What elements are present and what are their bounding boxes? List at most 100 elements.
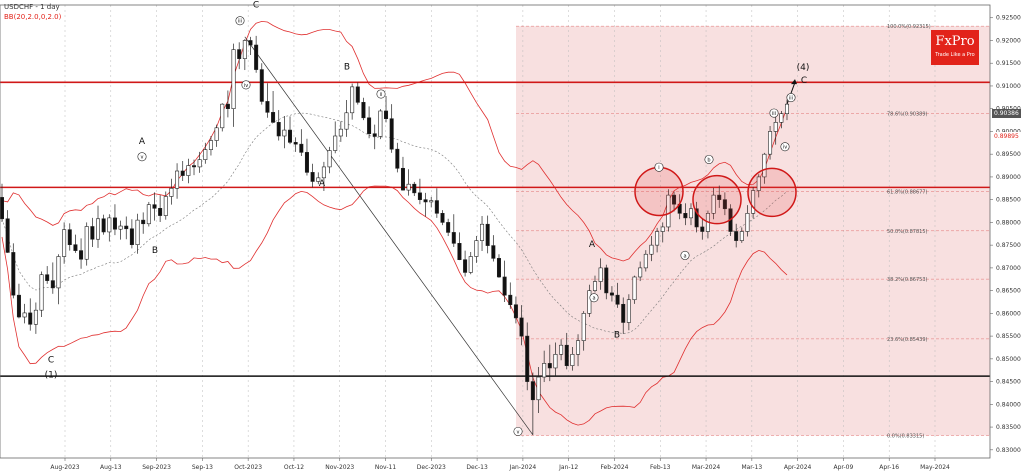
candle-body xyxy=(440,213,445,223)
wave-label-circle xyxy=(786,93,796,103)
candle-body xyxy=(163,196,168,216)
projection-arrowhead xyxy=(791,79,797,85)
candle-body xyxy=(225,103,230,109)
candle-body xyxy=(282,129,287,137)
y-tick-label: 0.91000 xyxy=(996,83,1021,90)
wave-label: a xyxy=(592,296,595,302)
candle-body xyxy=(84,226,89,260)
wave-label: i xyxy=(658,165,659,171)
plot-frame xyxy=(0,4,991,459)
y-tick-label: 0.87500 xyxy=(996,242,1021,249)
candle-body xyxy=(28,312,33,325)
candle-body xyxy=(316,177,321,182)
wave-label: A xyxy=(139,137,146,147)
highlight-circle xyxy=(747,167,797,218)
candle-body xyxy=(581,313,586,341)
candle-body xyxy=(175,170,180,189)
candle-body xyxy=(11,252,16,296)
x-tick-label: Aug-2023 xyxy=(50,464,79,471)
y-tick-label: 0.88500 xyxy=(996,197,1021,204)
candle-body xyxy=(378,110,383,137)
candle-body xyxy=(768,131,773,155)
current-price-tag: 0.90386 xyxy=(992,109,1021,119)
x-tick-label: Apr-16 xyxy=(879,464,899,471)
candle-body xyxy=(502,276,507,296)
candle-body xyxy=(417,192,422,200)
indicator-label: BB(20,2.0,0,2.0) xyxy=(4,13,62,21)
candle-body xyxy=(293,142,298,145)
candle-body xyxy=(666,194,671,228)
wave-label-circle xyxy=(769,108,779,118)
fxpro-logo: FxPro Trade Like a Pro xyxy=(931,30,979,65)
candle-body xyxy=(734,231,739,241)
candle-body xyxy=(350,86,355,114)
candle-body xyxy=(542,363,547,378)
candle-body xyxy=(271,112,276,123)
wave-label: iii xyxy=(772,111,776,117)
wave-label-circle xyxy=(137,152,147,162)
candle-body xyxy=(0,197,5,220)
candle-body xyxy=(384,110,389,120)
wave-label-circle xyxy=(680,250,690,260)
fib-level-label: 50.0%(0.87815) xyxy=(887,229,928,235)
candle-body xyxy=(576,340,581,355)
symbol-label: USDCHF - 1 day xyxy=(4,3,60,11)
candle-body xyxy=(609,292,614,296)
highlight-circle xyxy=(692,174,742,225)
wave-label: (4) xyxy=(797,63,810,73)
candle-body xyxy=(468,256,473,273)
candle-body xyxy=(16,294,21,318)
wave-label: C xyxy=(801,76,807,86)
x-tick-label: Mar-2024 xyxy=(692,464,721,471)
wave-label: v xyxy=(141,155,144,161)
x-tick-label: Dec-13 xyxy=(466,464,488,471)
candle-body xyxy=(96,218,101,240)
candle-body xyxy=(214,127,219,141)
y-tick-label: 0.83000 xyxy=(996,447,1021,454)
wave-label-circle xyxy=(654,162,664,172)
candle-body xyxy=(169,187,174,197)
logo-tagline: Trade Like a Pro xyxy=(935,52,975,58)
candle-body xyxy=(694,208,699,228)
candle-body xyxy=(604,267,609,294)
wave-label: iii xyxy=(238,19,242,25)
candle-body xyxy=(237,49,242,59)
candle-body xyxy=(90,226,95,240)
fib-level-label: 38.2%(0.86753) xyxy=(887,277,928,283)
y-tick-label: 0.92000 xyxy=(996,37,1021,44)
candle-body xyxy=(564,344,569,366)
candle-body xyxy=(547,363,552,369)
wave-label: A xyxy=(319,179,326,189)
candle-body xyxy=(186,165,191,176)
candle-body xyxy=(259,69,264,102)
candle-body xyxy=(660,226,665,232)
candle-body xyxy=(56,256,61,289)
y-tick-label: 0.89000 xyxy=(996,174,1021,181)
wave-label-circle xyxy=(589,293,599,303)
candle-body xyxy=(784,103,789,115)
x-tick-label: Oct-2023 xyxy=(234,464,262,471)
candle-body xyxy=(79,250,84,260)
candle-body xyxy=(632,276,637,301)
candle-body xyxy=(762,153,767,178)
candle-body xyxy=(496,258,501,278)
y-tick-label: 0.92500 xyxy=(996,15,1021,22)
x-tick-label: Sep-13 xyxy=(192,464,213,471)
candle-body xyxy=(513,304,518,319)
x-tick-label: Dec-2023 xyxy=(417,464,446,471)
y-tick-label: 0.84500 xyxy=(996,379,1021,386)
y-tick-label: 0.86000 xyxy=(996,310,1021,317)
candle-body xyxy=(485,223,490,246)
candle-body xyxy=(180,170,185,176)
candle-body xyxy=(395,148,400,169)
candle-body xyxy=(355,86,360,103)
candle-body xyxy=(276,122,281,137)
candle-body xyxy=(739,231,744,241)
candle-body xyxy=(621,303,626,323)
candle-body xyxy=(124,225,129,230)
x-tick-label: Oct-12 xyxy=(284,464,304,471)
wave-label: iv xyxy=(783,145,787,151)
fib-level-label: 23.6%(0.85439) xyxy=(887,337,928,343)
candle-body xyxy=(592,281,597,291)
candle-body xyxy=(288,129,293,143)
